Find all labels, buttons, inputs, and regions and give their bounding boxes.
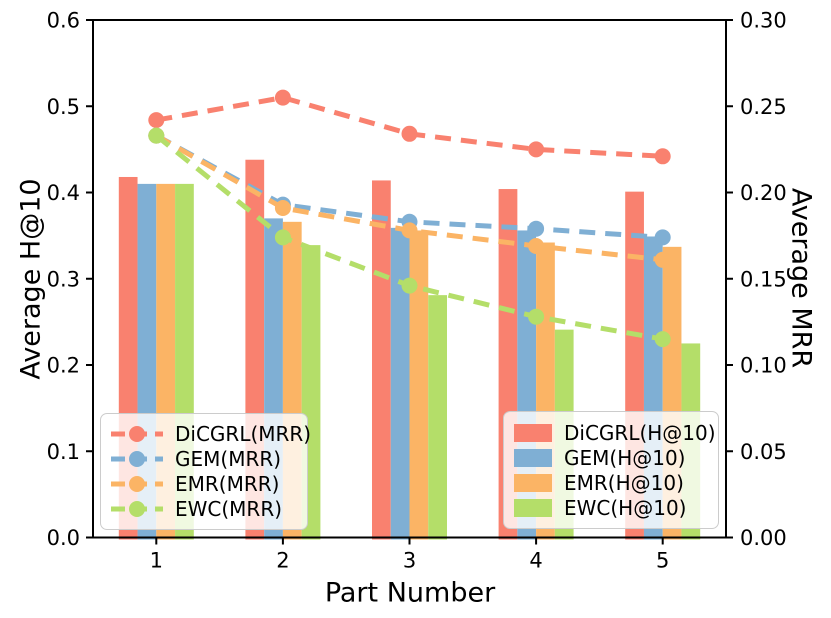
legend-line-marker-swatch	[111, 475, 163, 492]
legend-color-patch	[514, 473, 552, 492]
x-axis-label: Part Number	[324, 577, 496, 609]
legend-item-EWC(H@10): EWC(H@10)	[514, 495, 708, 520]
legend-item-label: DiCGRL(H@10)	[564, 420, 716, 445]
left-tick-label: 0.2	[47, 354, 80, 378]
right-tick-label: 0.25	[740, 95, 787, 119]
legend-item-label: EWC(H@10)	[564, 495, 687, 520]
legend-h10-bars: DiCGRL(H@10) GEM(H@10) EMR(H@10) EWC(H@10)	[503, 411, 719, 529]
right-tick-label: 0.15	[740, 267, 787, 291]
data-point-marker	[148, 112, 165, 129]
y-axis-label-left: Average H@10	[15, 178, 47, 380]
legend-item-label: EMR(MRR)	[175, 471, 280, 496]
legend-color-patch	[514, 498, 552, 517]
data-point-marker	[274, 200, 291, 216]
legend-item-label: DiCGRL(MRR)	[175, 422, 312, 447]
x-tick-label: 5	[656, 549, 669, 573]
legend-item-DiCGRL(MRR): DiCGRL(MRR)	[111, 422, 311, 447]
data-point-marker	[528, 220, 545, 237]
line-series-EWC(MRR)	[148, 127, 671, 348]
bar	[390, 227, 410, 540]
legend-item-label: GEM(H@10)	[564, 445, 686, 470]
data-point-marker	[654, 251, 671, 268]
legend-item-label: GEM(MRR)	[175, 447, 282, 472]
legend-item-DiCGRL(H@10): DiCGRL(H@10)	[514, 420, 716, 445]
data-point-marker	[654, 229, 671, 246]
legend-item-EMR(H@10): EMR(H@10)	[514, 470, 708, 495]
legend-line-marker-swatch	[111, 451, 163, 468]
left-tick-label: 0.4	[47, 181, 80, 205]
data-point-marker	[654, 331, 671, 348]
left-tick-label: 0.1	[47, 440, 80, 464]
data-point-marker	[148, 127, 165, 144]
left-tick-label: 0.6	[47, 9, 80, 33]
legend-mrr-lines: DiCGRL(MRR) GEM(MRR) EMR(MRR) EWC(MRR)	[100, 413, 311, 530]
data-point-marker	[401, 222, 418, 239]
legend-item-label: EMR(H@10)	[564, 470, 684, 495]
bar	[428, 295, 447, 540]
right-tick-label: 0.05	[740, 440, 787, 464]
legend-item-EWC(MRR): EWC(MRR)	[111, 496, 297, 521]
bar	[372, 180, 391, 540]
x-tick-label: 3	[403, 549, 416, 573]
data-point-marker	[528, 141, 545, 158]
data-point-marker	[274, 229, 291, 246]
legend-color-patch	[514, 448, 552, 467]
right-tick-label: 0.20	[740, 181, 787, 205]
legend-item-GEM(H@10): GEM(H@10)	[514, 445, 708, 470]
legend-line-marker-swatch	[111, 500, 163, 517]
data-point-marker	[401, 277, 418, 294]
line-series-DiCGRL(MRR)	[148, 89, 671, 165]
left-tick-label: 0.5	[47, 95, 80, 119]
y-axis-label-right: Average MRR	[785, 187, 817, 369]
left-tick-label: 0.0	[47, 526, 80, 550]
legend-item-label: EWC(MRR)	[175, 496, 283, 521]
data-point-marker	[528, 308, 545, 325]
legend-color-patch	[514, 423, 552, 442]
data-point-marker	[654, 148, 671, 165]
bar	[409, 230, 429, 540]
data-point-marker	[528, 238, 545, 254]
legend-item-EMR(MRR): EMR(MRR)	[111, 472, 297, 497]
right-tick-label: 0.00	[740, 526, 787, 550]
x-tick-label: 4	[529, 549, 542, 573]
right-tick-label: 0.10	[740, 354, 787, 378]
data-point-marker	[274, 89, 291, 106]
left-tick-label: 0.3	[47, 267, 80, 291]
legend-line-marker-swatch	[111, 426, 163, 443]
right-tick-label: 0.30	[740, 9, 787, 33]
x-tick-label: 1	[150, 549, 163, 573]
x-tick-label: 2	[276, 549, 289, 573]
data-point-marker	[401, 125, 418, 142]
legend-item-GEM(MRR): GEM(MRR)	[111, 447, 297, 472]
